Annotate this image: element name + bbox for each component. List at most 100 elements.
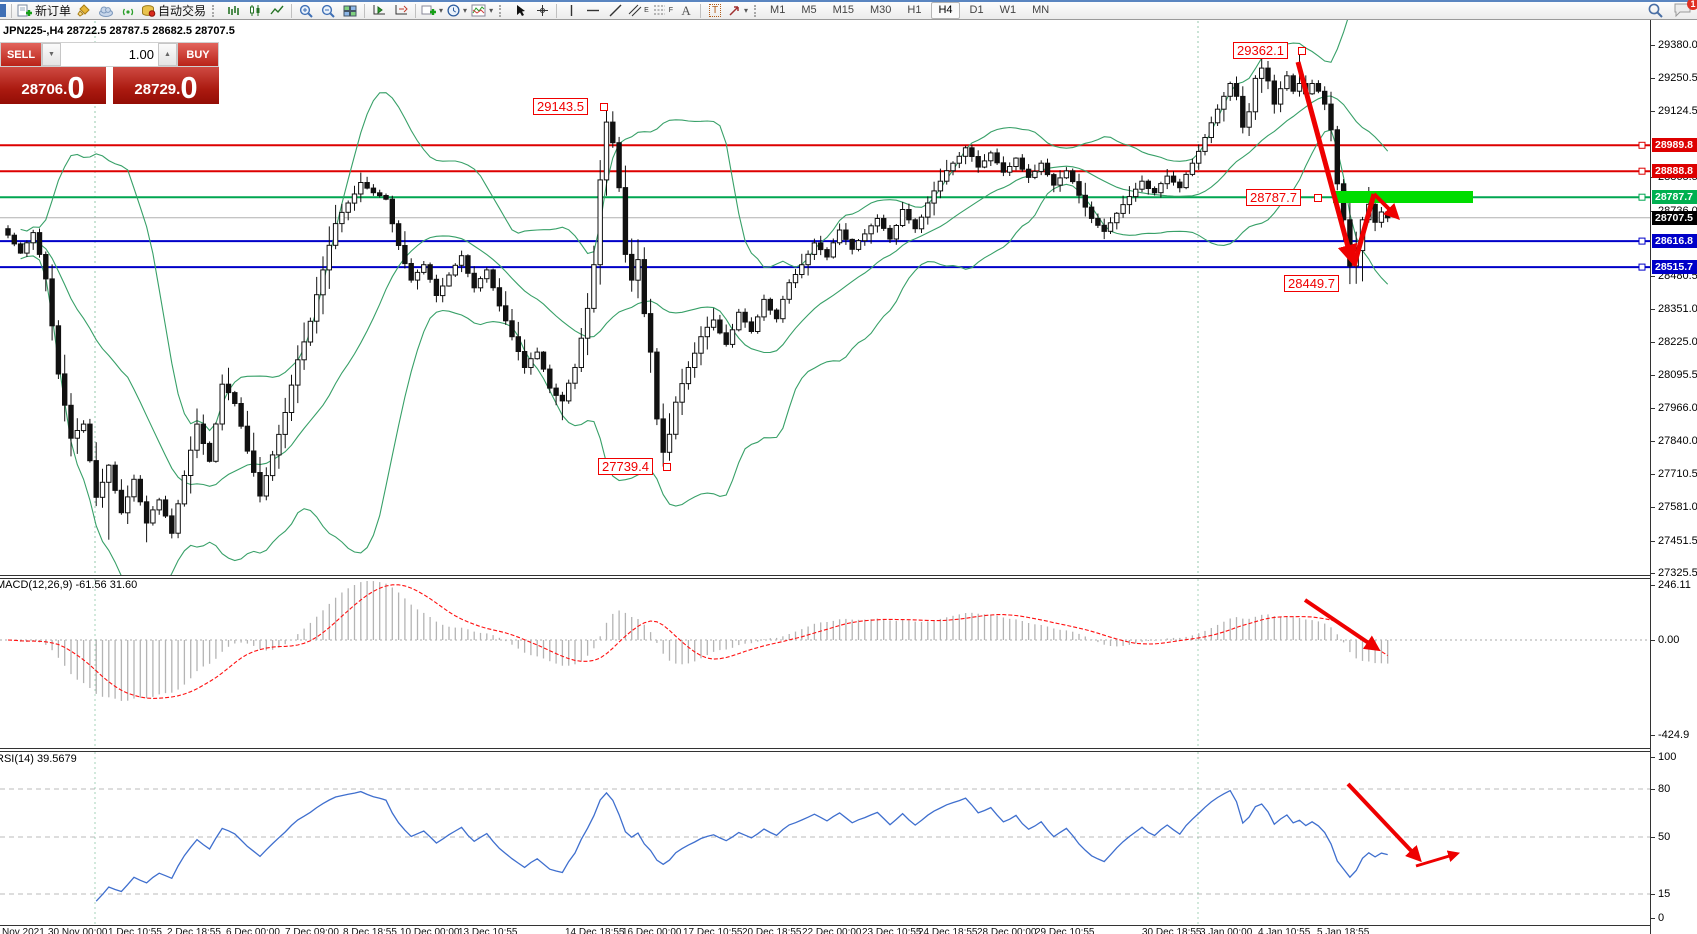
timeframe-h4[interactable]: H4 bbox=[931, 2, 960, 19]
channel-icon bbox=[628, 4, 642, 17]
shift-chart-button[interactable] bbox=[368, 3, 390, 19]
price-level-badge: 28787.7 bbox=[1652, 190, 1697, 204]
price-tick: 28095.5 bbox=[1658, 369, 1697, 381]
fibonacci-button[interactable]: F bbox=[651, 3, 675, 19]
price-tick: 27581.0 bbox=[1658, 501, 1697, 513]
tick-mark bbox=[1651, 837, 1655, 838]
indicator-window-icon bbox=[471, 4, 486, 17]
chat-button[interactable]: 1 bbox=[1673, 0, 1697, 20]
cleanup-button[interactable] bbox=[73, 3, 95, 19]
sell-price-display[interactable]: 28706. 0 bbox=[0, 67, 106, 104]
text-icon: A bbox=[681, 2, 691, 18]
price-tick: 29124.5 bbox=[1658, 105, 1697, 117]
vertical-line-button[interactable] bbox=[560, 3, 582, 19]
price-tick: 28351.0 bbox=[1658, 303, 1697, 315]
text-label-icon: T bbox=[708, 4, 722, 17]
lot-increase-button[interactable]: ▲ bbox=[158, 43, 177, 66]
annotation-anchor-square[interactable] bbox=[600, 103, 608, 111]
new-order-button[interactable]: 新订单 bbox=[15, 3, 73, 19]
toolbar-grip[interactable] bbox=[754, 4, 760, 17]
timeframe-d1[interactable]: D1 bbox=[969, 4, 984, 16]
time-axis[interactable]: Nov 2021 30 Nov 00:00 1 Dec 10:55 2 Dec 18:… bbox=[0, 925, 1650, 934]
supply-zone-bar[interactable] bbox=[1333, 191, 1473, 203]
main-chart-canvas[interactable] bbox=[0, 20, 1650, 575]
time-tick: 13 Dec 10:55 bbox=[458, 927, 518, 934]
bar-chart-icon bbox=[228, 6, 239, 15]
shapes-button[interactable]: ▾ bbox=[726, 3, 750, 19]
arrows-icon bbox=[729, 5, 739, 16]
buy-button[interactable]: BUY bbox=[178, 43, 218, 66]
price-tick: 29380.0 bbox=[1658, 39, 1697, 51]
time-tick: 17 Dec 10:55 bbox=[683, 927, 743, 934]
divider bbox=[556, 3, 558, 18]
indicators-button[interactable]: ▾ bbox=[469, 3, 495, 19]
macd-label: MACD(12,26,9) -61.56 31.60 bbox=[0, 579, 138, 591]
sell-price-main: 28706 bbox=[21, 81, 64, 98]
time-tick: 28 Dec 00:00 bbox=[977, 927, 1037, 934]
channel-button[interactable]: E bbox=[626, 3, 651, 19]
lot-size-value[interactable]: 1.00 bbox=[128, 47, 154, 62]
crosshair-button[interactable] bbox=[531, 3, 553, 19]
time-tick: 5 Jan 18:55 bbox=[1317, 927, 1370, 934]
channel-sub-label: E bbox=[644, 7, 649, 14]
zoom-in-button[interactable] bbox=[295, 3, 317, 19]
annotation-anchor-square[interactable] bbox=[1298, 47, 1306, 55]
price-annotation-label[interactable]: 28787.7 bbox=[1246, 189, 1301, 206]
tile-windows-button[interactable] bbox=[339, 3, 361, 19]
panel-separator[interactable] bbox=[0, 575, 1650, 579]
timeframe-m5[interactable]: M5 bbox=[801, 4, 817, 16]
price-annotation-label[interactable]: 29143.5 bbox=[533, 98, 588, 115]
autotrade-button[interactable]: 自动交易 bbox=[139, 3, 208, 19]
timeframe-toolbar: M1 M5 M15 M30 H1 H4 D1 W1 MN bbox=[764, 2, 1055, 19]
text-label-button[interactable]: T bbox=[704, 3, 726, 19]
trendline-button[interactable] bbox=[604, 3, 626, 19]
new-order-label: 新订单 bbox=[35, 4, 72, 18]
price-annotation-label[interactable]: 28449.7 bbox=[1284, 275, 1339, 292]
macd-panel-canvas[interactable] bbox=[0, 578, 1650, 748]
tick-mark bbox=[1651, 45, 1655, 46]
sell-button[interactable]: SELL bbox=[1, 43, 41, 66]
timeframe-h1[interactable]: H1 bbox=[907, 4, 922, 16]
zoom-in-icon bbox=[299, 4, 313, 18]
tick-mark bbox=[1651, 276, 1655, 277]
rsi-tick: 50 bbox=[1658, 831, 1671, 843]
rsi-panel-canvas[interactable] bbox=[0, 751, 1650, 925]
panel-separator[interactable] bbox=[0, 748, 1650, 752]
timeframe-m15[interactable]: M15 bbox=[832, 4, 855, 16]
tick-mark bbox=[1651, 441, 1655, 442]
price-annotation-label[interactable]: 27739.4 bbox=[598, 458, 653, 475]
text-button[interactable]: A bbox=[675, 3, 697, 19]
bar-chart-button[interactable] bbox=[222, 3, 244, 19]
lot-decrease-button[interactable]: ▼ bbox=[42, 43, 61, 66]
toolbar-grip[interactable] bbox=[499, 4, 505, 17]
timeframe-m1[interactable]: M1 bbox=[770, 4, 786, 16]
horizontal-line-button[interactable] bbox=[582, 3, 604, 19]
timeframe-mn[interactable]: MN bbox=[1032, 4, 1050, 16]
timeframe-m30[interactable]: M30 bbox=[870, 4, 892, 16]
price-annotation-label[interactable]: 29362.1 bbox=[1233, 42, 1288, 59]
rsi-tick: 15 bbox=[1658, 888, 1671, 900]
new-chart-button[interactable]: ▾ bbox=[419, 3, 445, 19]
cloud-button[interactable] bbox=[95, 3, 117, 19]
line-chart-button[interactable] bbox=[266, 3, 288, 19]
shift-end-button[interactable] bbox=[390, 3, 412, 19]
tick-mark bbox=[1651, 474, 1655, 475]
crosshair-icon bbox=[536, 5, 548, 16]
divider bbox=[415, 3, 417, 18]
time-tick: 22 Dec 00:00 bbox=[802, 927, 862, 934]
buy-price-display[interactable]: 28729. 0 bbox=[113, 67, 219, 104]
price-axis[interactable]: 29380.029250.529124.528865.528736.028480… bbox=[1650, 2, 1697, 934]
candlestick-chart-button[interactable] bbox=[244, 3, 266, 19]
divider bbox=[364, 3, 366, 18]
cursor-button[interactable] bbox=[509, 3, 531, 19]
signal-button[interactable] bbox=[117, 3, 139, 19]
toolbar-grip[interactable] bbox=[212, 4, 218, 17]
zoom-out-button[interactable] bbox=[317, 3, 339, 19]
new-order-icon bbox=[17, 4, 32, 16]
annotation-anchor-square[interactable] bbox=[1314, 194, 1322, 202]
period-button[interactable]: ▾ bbox=[445, 3, 469, 19]
annotation-anchor-square[interactable] bbox=[663, 463, 671, 471]
macd-tick: -424.9 bbox=[1658, 729, 1690, 741]
search-icon[interactable] bbox=[1648, 3, 1663, 18]
timeframe-w1[interactable]: W1 bbox=[999, 4, 1017, 16]
